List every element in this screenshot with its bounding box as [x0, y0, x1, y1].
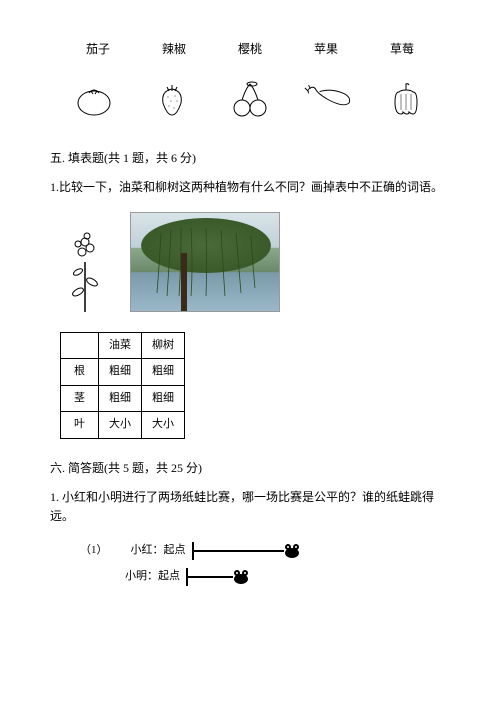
comparison-table: 油菜 柳树 根 粗细 粗细 茎 粗细 粗细 叶 大小 大小 [60, 332, 185, 439]
table-col-header: 柳树 [142, 332, 185, 359]
frog-icon [282, 542, 302, 560]
table-corner-cell [61, 332, 99, 359]
table-cell: 大小 [99, 412, 142, 439]
willow-photo [130, 212, 280, 312]
section6-title: 六. 简答题(共 5 题，共 25 分) [50, 459, 450, 478]
table-row-label: 叶 [61, 412, 99, 439]
track-line [194, 550, 284, 552]
table-row-label: 茎 [61, 385, 99, 412]
fruit-labels-row: 茄子 辣椒 樱桃 苹果 草莓 [50, 40, 450, 59]
fruit-icons-row [50, 79, 450, 119]
section5-title: 五. 填表题(共 1 题，共 6 分) [50, 149, 450, 168]
bell-pepper-icon [381, 79, 431, 119]
fruit-label: 茄子 [86, 40, 110, 59]
eggplant-icon [303, 79, 353, 119]
section5-q1: 1.比较一下，油菜和柳树这两种植物有什么不同？画掉表中不正确的词语。 [50, 178, 450, 197]
tomato-icon [69, 79, 119, 119]
fruit-label: 辣椒 [162, 40, 186, 59]
section6-q1: 1. 小红和小明进行了两场纸蛙比赛，哪一场比赛是公平的？谁的纸蛙跳得远。 [50, 488, 450, 526]
table-cell: 粗细 [142, 359, 185, 386]
table-col-header: 油菜 [99, 332, 142, 359]
table-row: 茎 粗细 粗细 [61, 385, 185, 412]
frog-icon [231, 568, 251, 586]
frog-race-diagram: （1） 小红：起点 小明：起点 [80, 541, 450, 587]
strawberry-icon [147, 79, 197, 119]
frog-row-2: 小明：起点 [80, 567, 450, 587]
frog-row2-label: 小明：起点 [106, 568, 186, 586]
fruit-label: 樱桃 [238, 40, 262, 59]
table-header-row: 油菜 柳树 [61, 332, 185, 359]
plant-images-row [60, 212, 450, 312]
table-cell: 粗细 [99, 385, 142, 412]
table-cell: 粗细 [99, 359, 142, 386]
table-cell: 粗细 [142, 385, 185, 412]
subquestion-number: （1） [80, 542, 108, 560]
rapeseed-sketch-icon [60, 222, 110, 312]
frog-track-2 [186, 567, 251, 587]
table-row: 根 粗细 粗细 [61, 359, 185, 386]
frog-row1-label: 小红：起点 [112, 542, 192, 560]
cherries-icon [225, 79, 275, 119]
fruit-label: 草莓 [390, 40, 414, 59]
table-row-label: 根 [61, 359, 99, 386]
table-row: 叶 大小 大小 [61, 412, 185, 439]
frog-track-1 [192, 541, 302, 561]
frog-row-1: （1） 小红：起点 [80, 541, 450, 561]
fruit-label: 苹果 [314, 40, 338, 59]
table-cell: 大小 [142, 412, 185, 439]
track-line [188, 576, 233, 578]
